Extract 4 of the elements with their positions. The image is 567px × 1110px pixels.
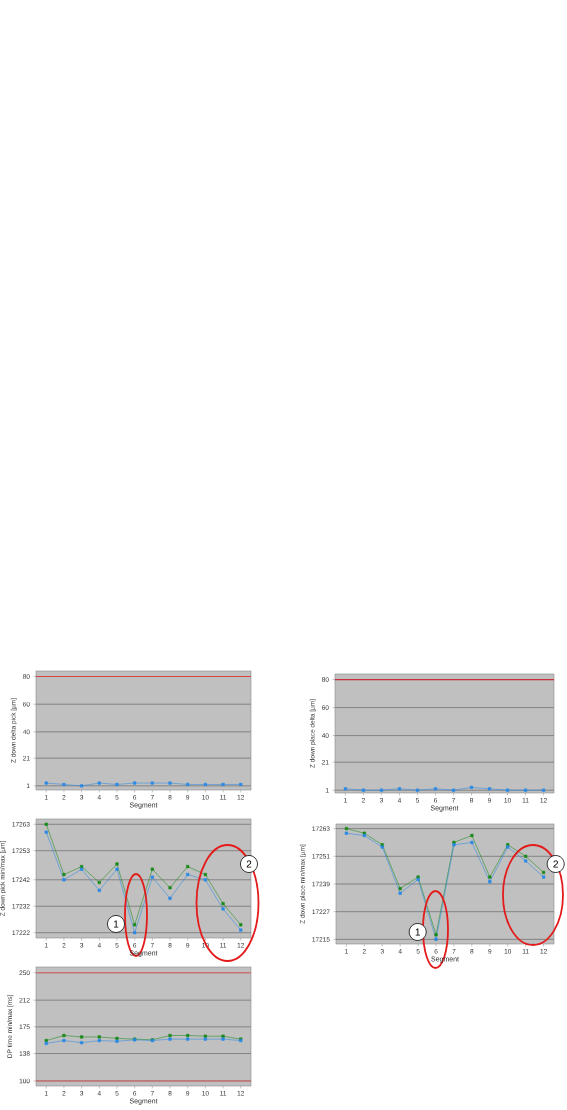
annotation: 2 (246, 860, 252, 868)
annotation: 1 (415, 928, 420, 936)
annotation: 2 (553, 860, 558, 868)
annotation: 1 (113, 920, 119, 928)
